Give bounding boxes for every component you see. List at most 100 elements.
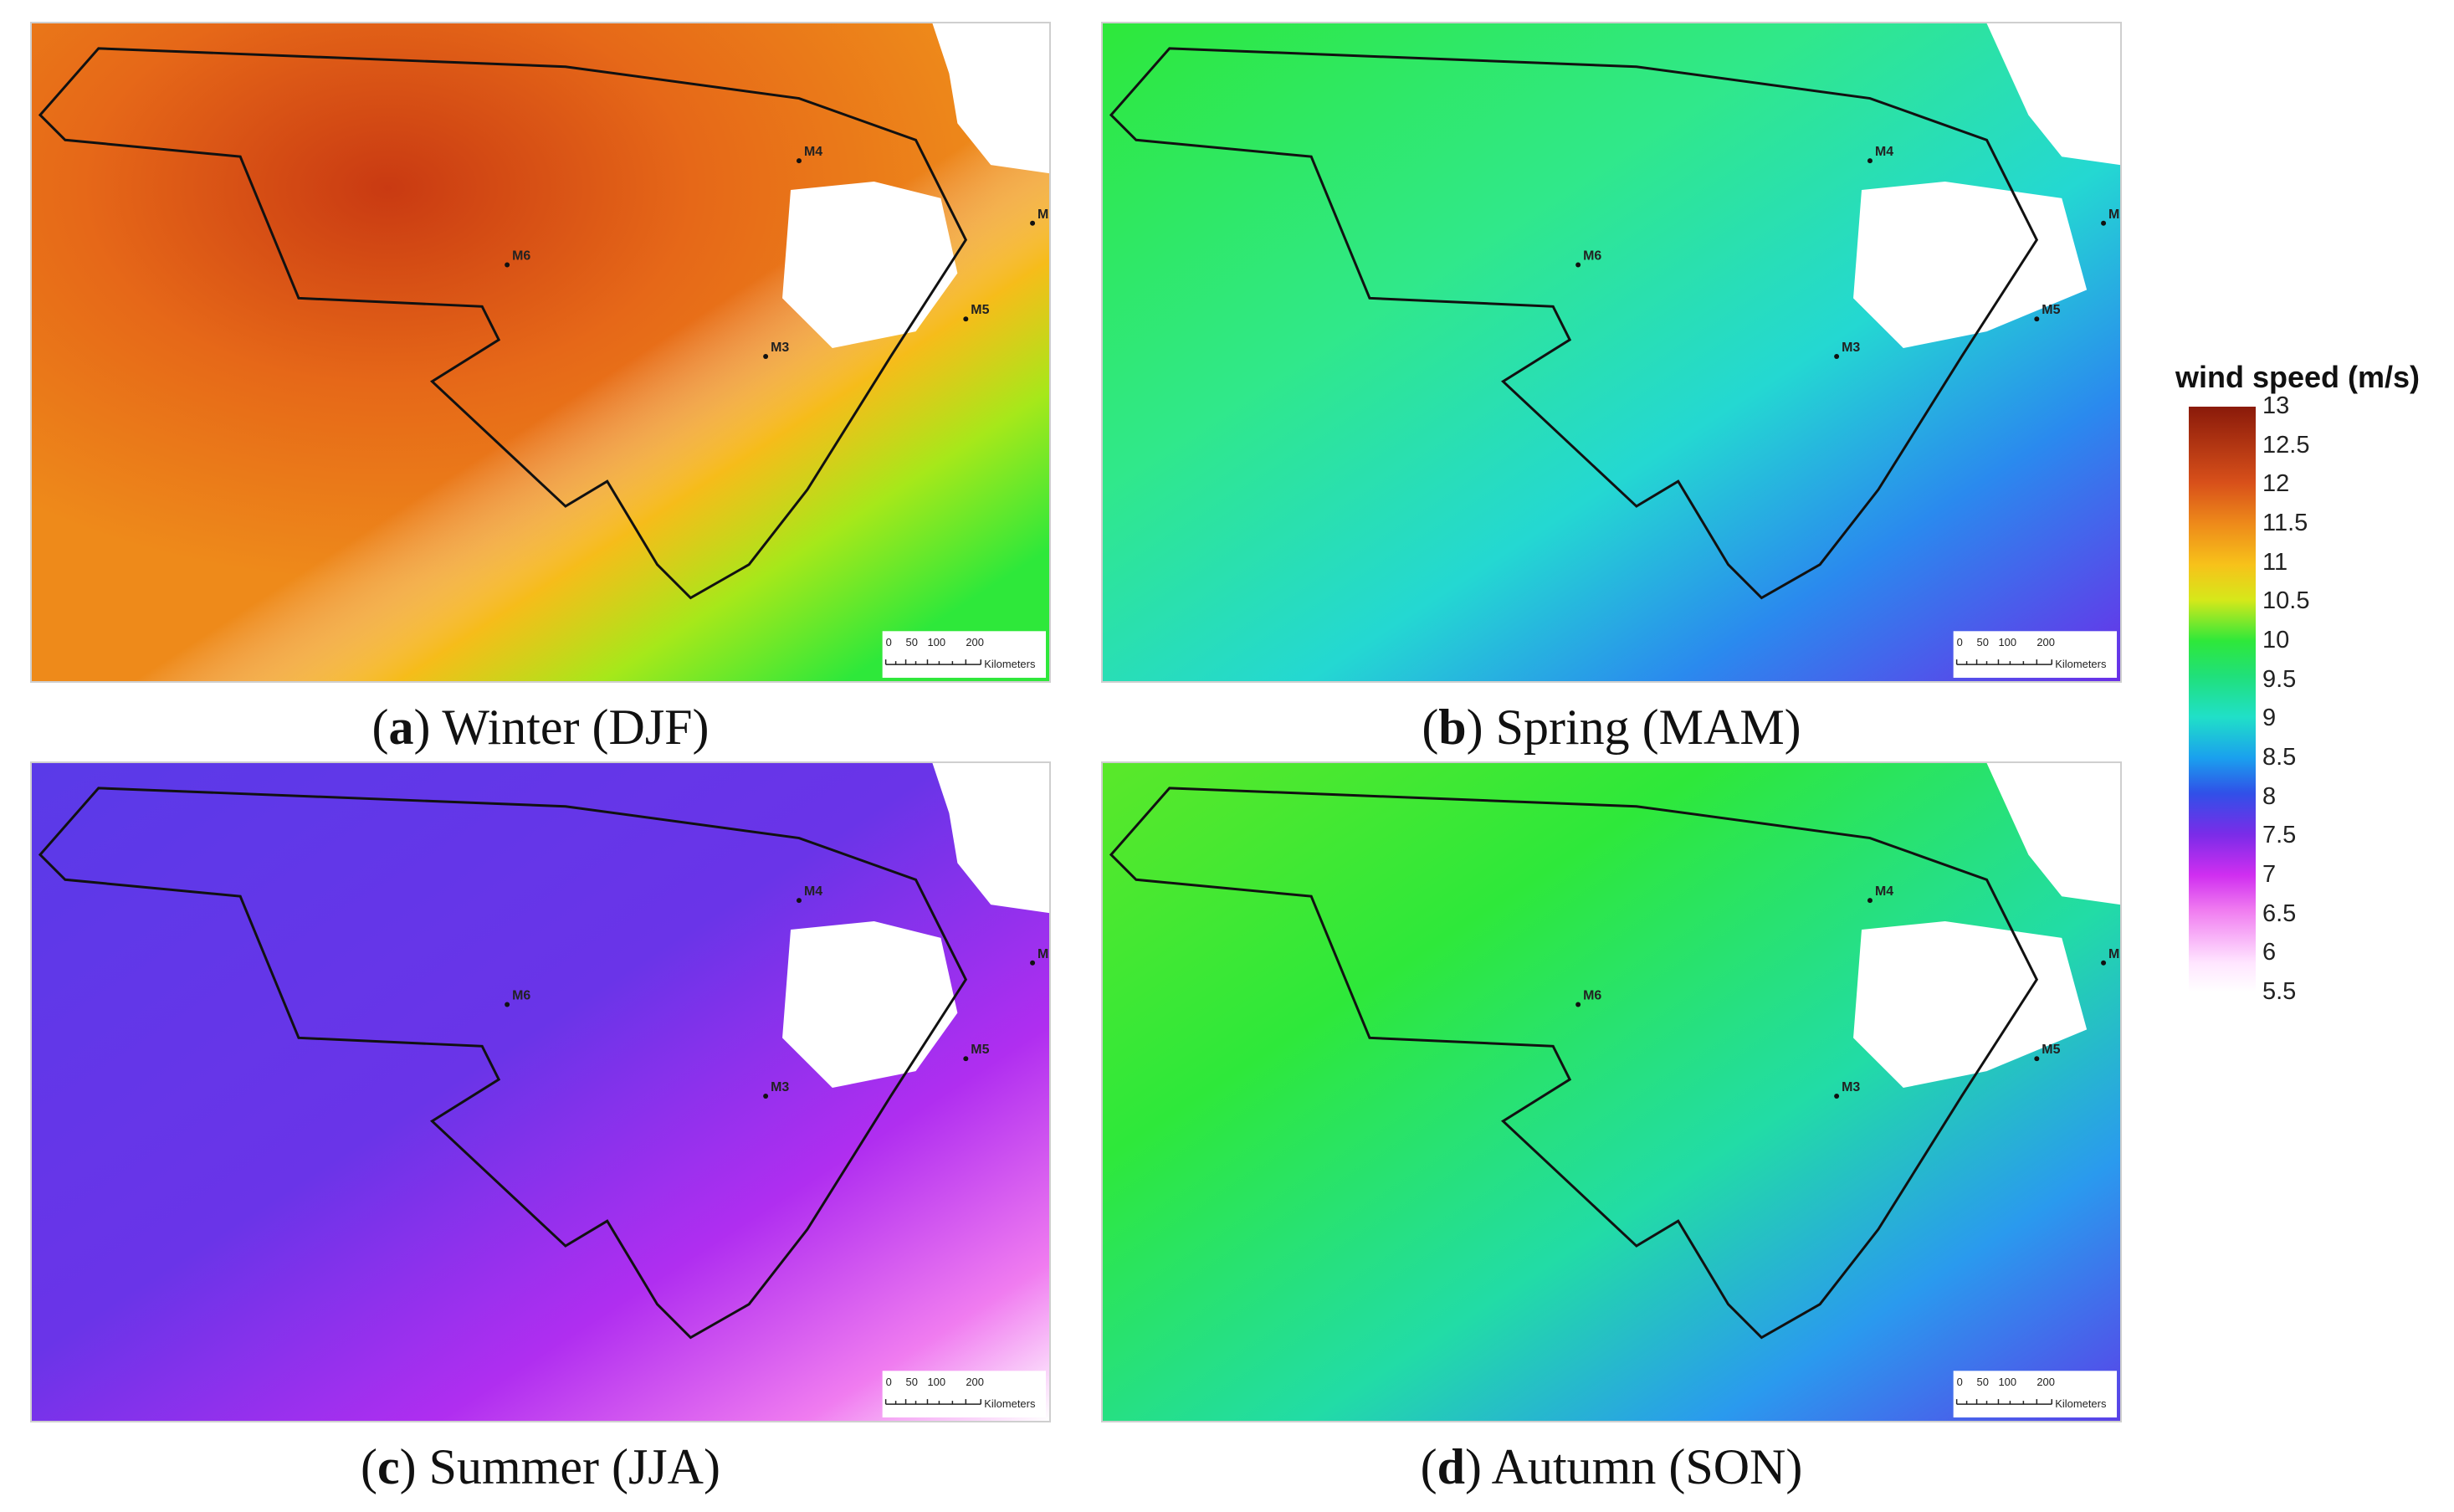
legend-tick-label: 8 [2262, 782, 2277, 810]
legend-tick-label: 5.5 [2262, 978, 2297, 1005]
station-marker [963, 1056, 969, 1062]
station-marker [1867, 898, 1873, 904]
land-mass [932, 763, 1049, 914]
station-marker [1030, 220, 1036, 226]
caption-summer: (c) Summer (JJA) [361, 1439, 720, 1494]
legend-tick-label: 12.5 [2262, 431, 2310, 459]
legend-tick-label: 12 [2262, 470, 2290, 498]
station-label: M6 [512, 989, 530, 1003]
legend-tick-label: 6.5 [2262, 900, 2297, 927]
station-marker [796, 898, 802, 904]
scalebar-tick: 0 [886, 636, 892, 648]
station-label: M4 [804, 145, 822, 159]
station-label: M4 [804, 884, 822, 899]
legend-tick-label: 9.5 [2262, 665, 2297, 693]
scalebar-background [882, 631, 1047, 679]
station-label: M3 [1842, 341, 1860, 355]
scalebar-tick: 100 [1998, 636, 2016, 648]
station-label: M6 [1583, 249, 1601, 264]
scalebar-line [1955, 1399, 2053, 1405]
station-label: M5 [971, 1043, 989, 1057]
scalebar-tick: 50 [1977, 1376, 1989, 1388]
station-marker [1030, 960, 1036, 966]
scalebar-background [1953, 631, 2118, 679]
scalebar-tick: 0 [1957, 636, 1963, 648]
scalebar-tick: 50 [906, 636, 918, 648]
scalebar-unit: Kilometers [984, 1397, 1035, 1410]
station-marker [1834, 1093, 1840, 1099]
legend-tick-label: 10.5 [2262, 587, 2310, 615]
station-label: M4 [1875, 145, 1893, 159]
station-label: M5 [2042, 1043, 2060, 1057]
caption-winter: (a) Winter (DJF) [371, 700, 710, 755]
scalebar-line [884, 1399, 982, 1405]
station-label: M2 [2108, 208, 2120, 222]
scalebar-tick: 0 [1957, 1376, 1963, 1388]
scalebar-background [1953, 1371, 2118, 1418]
scalebar-tick: 100 [927, 636, 945, 648]
legend-tick-label: 11.5 [2262, 510, 2308, 536]
scalebar-tick: 100 [1998, 1376, 2016, 1388]
station-label: M2 [1037, 208, 1049, 222]
legend-tick-label: 8.5 [2262, 744, 2297, 771]
scalebar-background [882, 1371, 1047, 1418]
scalebar-unit: Kilometers [2055, 1397, 2106, 1410]
scalebar-tick: 200 [966, 1376, 984, 1388]
station-marker [2034, 316, 2040, 322]
station-marker [1867, 158, 1873, 164]
legend: wind speed (m/s) 13 12.5 12 11.5 11 10.5 10 9.5… [2175, 360, 2443, 1029]
station-label: M6 [512, 249, 530, 264]
station-marker [1834, 353, 1840, 359]
land-mass [782, 182, 958, 349]
region-boundary [1109, 47, 2039, 600]
station-label: M4 [1875, 884, 1893, 899]
legend-colorbar [2189, 407, 2256, 992]
scalebar-tick: 200 [966, 636, 984, 648]
scalebar-unit: Kilometers [984, 658, 1035, 670]
caption-spring: (b) Spring (MAM) [1422, 700, 1801, 755]
caption-autumn: (d) Autumn (SON) [1420, 1439, 1803, 1494]
station-marker [2034, 1056, 2040, 1062]
scalebar-line [884, 659, 982, 665]
legend-tick-label: 10 [2262, 627, 2290, 653]
scalebar-tick: 200 [2036, 1376, 2055, 1388]
legend-tick-label: 7.5 [2262, 822, 2297, 849]
scalebar-tick: 200 [2036, 636, 2055, 648]
land-mass [1986, 763, 2120, 905]
station-marker [1575, 1002, 1581, 1007]
region-boundary [1109, 787, 2039, 1340]
station-label: M6 [1583, 989, 1601, 1003]
region-boundary [38, 787, 968, 1340]
scalebar-tick: 0 [886, 1376, 892, 1388]
station-marker [2101, 960, 2107, 966]
land-mass [1986, 23, 2120, 166]
station-label: M3 [771, 341, 789, 355]
legend-tick-label: 7 [2262, 861, 2277, 888]
scalebar-line [1955, 659, 2053, 665]
station-marker [2101, 220, 2107, 226]
scalebar-tick: 50 [1977, 636, 1989, 648]
legend-tick-label: 6 [2262, 939, 2277, 966]
station-label: M5 [971, 303, 989, 317]
station-marker [505, 262, 510, 268]
legend-title: wind speed (m/s) [2175, 360, 2421, 394]
station-marker [1575, 262, 1581, 268]
scalebar-unit: Kilometers [2055, 658, 2106, 670]
legend-tick-label: 13 [2262, 392, 2290, 419]
station-marker [763, 1093, 769, 1099]
station-marker [763, 353, 769, 359]
station-label: M2 [1037, 947, 1049, 961]
station-marker [505, 1002, 510, 1007]
station-marker [796, 158, 802, 164]
region-boundary [38, 47, 968, 600]
station-label: M2 [2108, 947, 2120, 961]
land-mass [932, 23, 1049, 174]
